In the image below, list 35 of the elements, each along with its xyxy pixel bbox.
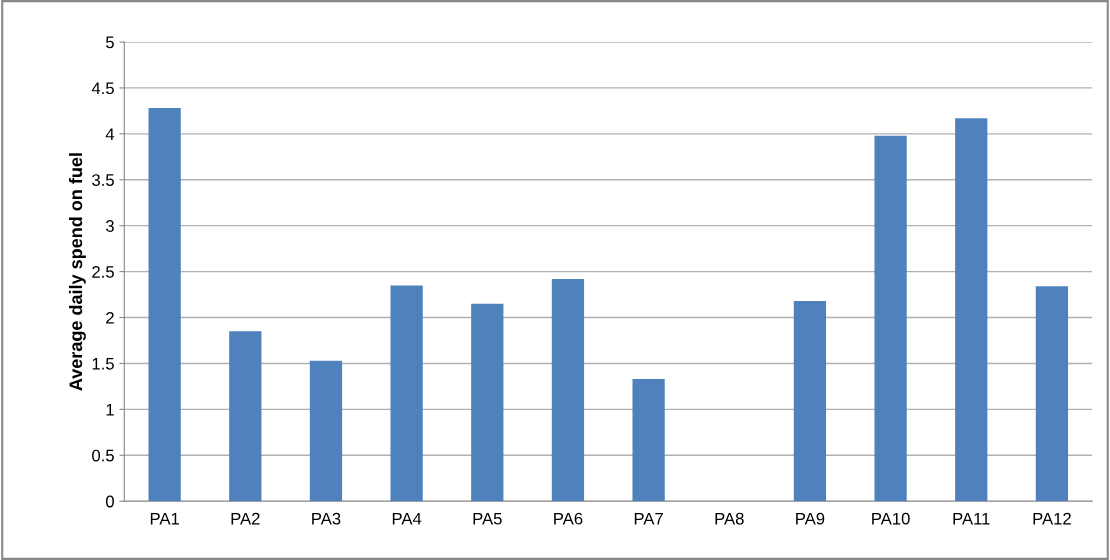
y-axis-title: Average daily spend on fuel — [68, 153, 86, 391]
x-tick-label: PA3 — [312, 512, 341, 525]
x-tick-label: PA1 — [150, 512, 179, 525]
x-tick-label: PA7 — [634, 512, 663, 525]
x-tick-label: PA4 — [392, 512, 422, 525]
y-tick-label: 3.5 — [92, 174, 114, 186]
x-tick-label: PA2 — [231, 512, 260, 525]
x-tick-label: PA11 — [953, 512, 990, 525]
bar — [1035, 286, 1069, 502]
x-tick-label: PA6 — [554, 512, 583, 525]
x-tick-label: PA10 — [872, 512, 910, 525]
y-tick-label: 2.5 — [92, 266, 114, 278]
bar — [874, 135, 907, 502]
y-tick-label: 1 — [106, 403, 114, 416]
y-tick-label: 1.5 — [92, 358, 114, 370]
bar — [229, 331, 262, 502]
bar — [632, 379, 665, 502]
y-tick-label: 0 — [105, 495, 114, 508]
y-tick-label: 5 — [106, 36, 114, 49]
x-tick-label: PA8 — [715, 512, 744, 525]
y-tick-label: 4.5 — [91, 82, 114, 95]
bar — [148, 108, 181, 502]
y-tick-label: 4 — [105, 128, 115, 140]
x-tick-label: PA5 — [473, 512, 502, 525]
x-tick-label: PA9 — [796, 512, 825, 525]
x-tick-label: PA12 — [1033, 512, 1071, 525]
y-tick-label: 3 — [105, 220, 114, 232]
bar — [955, 118, 988, 502]
bar — [551, 278, 585, 502]
bar — [309, 360, 343, 502]
bar — [793, 300, 827, 502]
y-tick-label: 0.5 — [92, 449, 114, 462]
bar — [390, 285, 423, 502]
bar — [471, 303, 504, 502]
y-tick-label: 2 — [106, 311, 114, 324]
